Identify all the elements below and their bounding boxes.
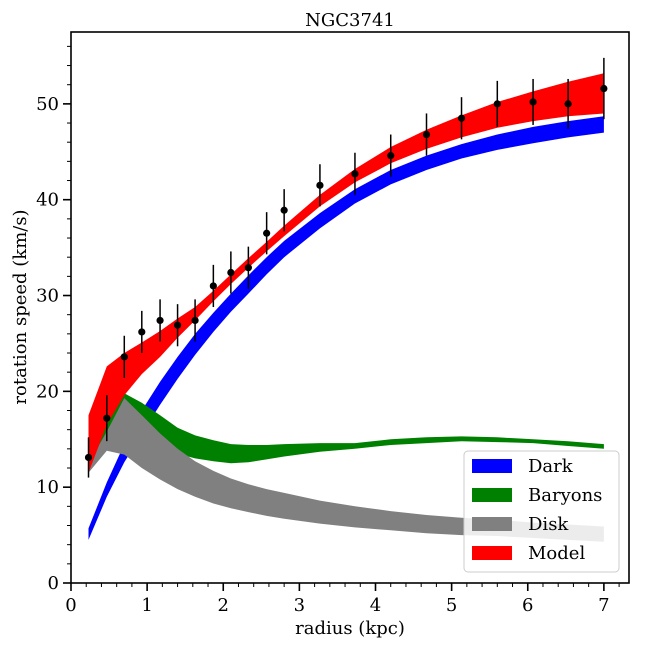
legend: Dark Baryons Disk Model <box>463 450 620 573</box>
x-axis-label: radius (kpc) <box>295 618 405 639</box>
legend-swatch-dark <box>472 459 512 473</box>
band-model <box>88 73 604 473</box>
x-tick-label: 1 <box>141 595 152 616</box>
chart-title: NGC3741 <box>305 10 395 31</box>
legend-swatch-baryons <box>472 488 512 502</box>
data-point <box>244 264 252 272</box>
y-tick-label: 10 <box>36 477 59 498</box>
data-point <box>173 321 182 329</box>
data-point <box>227 268 235 277</box>
data-point <box>493 100 501 108</box>
points-layer <box>84 84 608 462</box>
data-point <box>422 130 431 139</box>
y-tick-label: 30 <box>36 286 59 307</box>
band-dark <box>88 116 604 540</box>
data-point <box>191 316 199 325</box>
x-tick-label: 2 <box>218 595 229 616</box>
data-point <box>351 170 359 178</box>
data-point <box>600 84 608 93</box>
legend-label-model: Model <box>528 543 585 564</box>
x-tick-label: 3 <box>294 595 305 616</box>
x-tick-label: 0 <box>65 595 76 616</box>
x-axis: 0 1 2 3 4 5 6 7 <box>65 583 620 616</box>
data-point <box>457 114 466 122</box>
y-axis: 0 10 20 30 40 50 <box>36 45 71 594</box>
data-point <box>156 316 164 325</box>
x-tick-label: 4 <box>370 595 381 616</box>
legend-label-baryons: Baryons <box>528 485 602 506</box>
data-point <box>209 282 217 290</box>
data-point <box>138 328 146 336</box>
plot-frame <box>70 31 630 584</box>
y-tick-label: 40 <box>36 190 59 211</box>
x-tick-label: 6 <box>522 595 533 616</box>
y-tick-label: 20 <box>36 381 59 402</box>
legend-swatch-disk <box>472 517 512 531</box>
data-point <box>316 181 324 189</box>
legend-label-disk: Disk <box>528 514 569 535</box>
data-point <box>84 453 93 462</box>
legend-label-dark: Dark <box>528 456 574 477</box>
data-point <box>280 206 288 214</box>
y-tick-label: 50 <box>36 94 59 115</box>
data-point <box>120 353 128 361</box>
legend-swatch-model <box>472 546 512 560</box>
y-tick-label: 0 <box>48 573 59 594</box>
data-point <box>263 229 271 237</box>
y-axis-label: rotation speed (km/s) <box>10 209 31 404</box>
data-point <box>103 414 111 422</box>
data-point <box>529 98 537 106</box>
data-point <box>387 152 395 160</box>
x-tick-label: 5 <box>446 595 457 616</box>
band-baryons <box>88 393 604 468</box>
legend-frame <box>463 450 620 573</box>
data-point <box>564 100 572 108</box>
x-tick-label: 7 <box>598 595 609 616</box>
